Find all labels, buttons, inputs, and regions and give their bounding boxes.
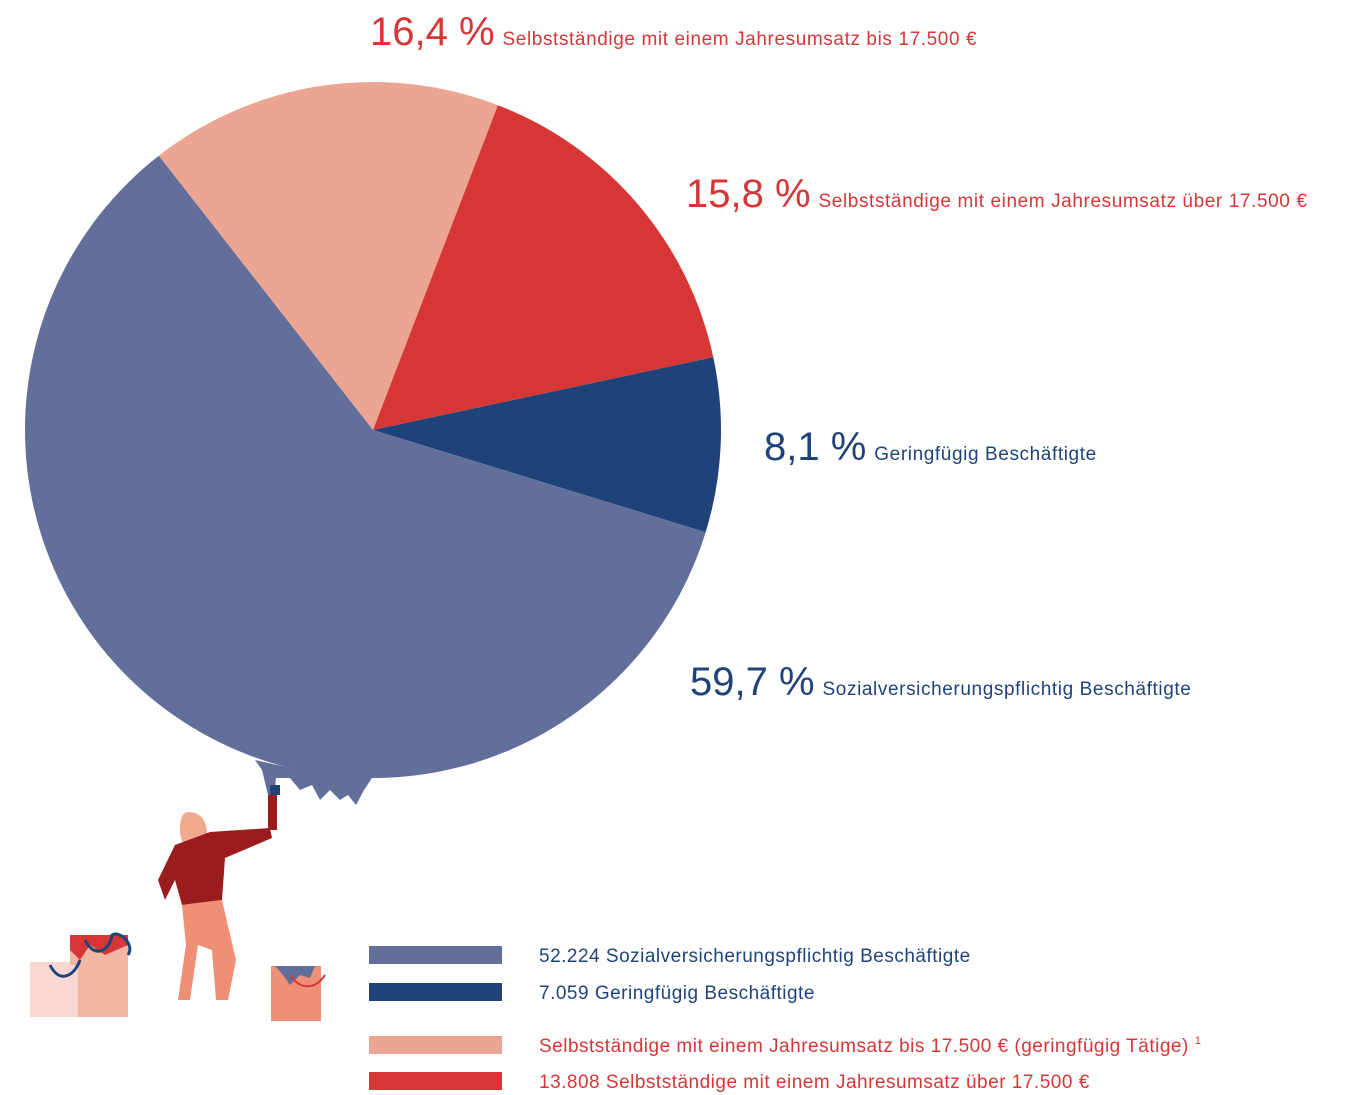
slice-label: 59,7 % Sozialversicherungspflichtig Besch… [690, 660, 1191, 704]
value-label: 15,8 % [686, 172, 811, 216]
chart: 16,4 % Selbstständige mit einem Jahresums… [0, 0, 1361, 1095]
legend-swatch [369, 1072, 502, 1090]
category-label: Sozialversicherungspflichtig Beschäftigt… [823, 679, 1192, 700]
illustration [30, 760, 372, 1021]
slice-label: 8,1 % Geringfügig Beschäftigte [764, 425, 1097, 469]
legend-text: 13.808 Selbstständige mit einem Jahresum… [539, 1072, 1090, 1093]
legend-text: 7.059 Geringfügig Beschäftigte [539, 983, 815, 1004]
slice-label: 16,4 % Selbstständige mit einem Jahresums… [370, 10, 977, 54]
slice-label: 15,8 % Selbstständige mit einem Jahresums… [686, 172, 1308, 216]
value-label: 59,7 % [690, 660, 815, 704]
category-label: Selbstständige mit einem Jahresumsatz bi… [503, 29, 978, 50]
legend-label: 13.808 Selbstständige mit einem Jahresum… [539, 1072, 1090, 1093]
legend-swatch [369, 946, 502, 964]
category-label: Selbstständige mit einem Jahresumsatz üb… [819, 191, 1308, 212]
value-label: 8,1 % [764, 425, 866, 469]
legend-swatch [369, 983, 502, 1001]
legend-label: Selbstständige mit einem Jahresumsatz bi… [539, 1035, 1201, 1057]
legend-text: Selbstständige mit einem Jahresumsatz bi… [539, 1036, 1189, 1057]
legend-text: 52.224 Sozialversicherungspflichtig Besc… [539, 946, 971, 967]
category-label: Geringfügig Beschäftigte [874, 444, 1096, 465]
legend-label: 52.224 Sozialversicherungspflichtig Besc… [539, 946, 971, 967]
legend-label: 7.059 Geringfügig Beschäftigte [539, 983, 815, 1004]
legend-swatch [369, 1036, 502, 1054]
footnote-mark: 1 [1195, 1035, 1202, 1047]
value-label: 16,4 % [370, 10, 495, 54]
